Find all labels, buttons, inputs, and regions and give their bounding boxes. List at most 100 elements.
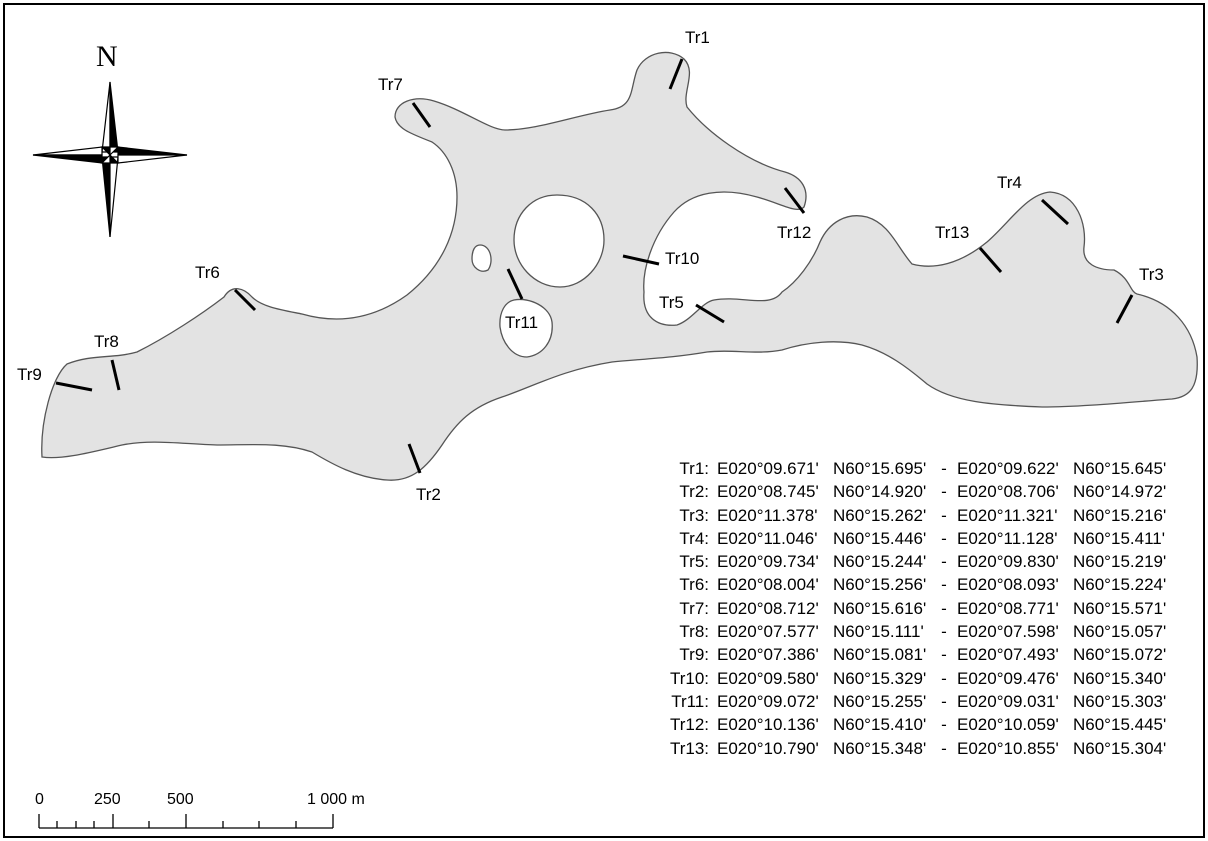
scale-label-250: 250 [94, 791, 121, 808]
coordinates-spacer [1065, 620, 1073, 643]
coordinates-cell-id: Tr7: [679, 598, 709, 618]
coordinates-cell-e2: E020°08.093' [957, 575, 1059, 595]
coordinates-cell-n2: N60°15.216' [1073, 505, 1167, 525]
scale-label-0: 0 [35, 791, 44, 808]
coordinates-spacer [709, 713, 717, 736]
scale-label-500: 500 [167, 791, 194, 808]
coordinates-cell-n1: N60°15.111' [833, 622, 924, 642]
coordinates-row: Tr9: E020°07.386' N60°15.081' - E020°07.493'… [661, 643, 1171, 666]
coordinates-spacer [825, 690, 833, 713]
coordinates-cell-sep: - [941, 668, 947, 688]
transect-line-tr12 [783, 187, 806, 214]
coordinates-spacer [709, 457, 717, 480]
coordinates-cell-n1: N60°15.446' [833, 528, 927, 548]
coordinates-row: Tr6: E020°08.004' N60°15.256' - E020°08.093'… [661, 573, 1171, 596]
coordinates-spacer [825, 527, 833, 550]
coordinates-spacer [1065, 550, 1073, 573]
coordinates-cell-n2: N60°15.571' [1073, 598, 1167, 618]
coordinates-spacer [825, 480, 833, 503]
coordinates-cell-id: Tr6: [679, 575, 709, 595]
coordinates-cell-id: Tr12: [669, 715, 709, 735]
coordinates-cell-n2: N60°15.072' [1073, 645, 1167, 665]
coordinates-row: Tr5: E020°09.734' N60°15.244' - E020°09.830'… [661, 550, 1171, 573]
coordinates-cell-n1: N60°15.616' [833, 598, 927, 618]
coordinates-spacer [709, 480, 717, 503]
coordinates-row: Tr1: E020°09.671' N60°15.695' - E020°09.622'… [661, 457, 1171, 480]
coordinates-cell-e2: E020°08.771' [957, 598, 1059, 618]
coordinates-spacer [709, 527, 717, 550]
coordinates-spacer [1065, 457, 1073, 480]
transect-label-tr8: Tr8 [94, 332, 119, 351]
coordinates-cell-n2: N60°14.972' [1073, 482, 1167, 502]
north-arrow-icon [32, 81, 188, 238]
coordinates-spacer [1065, 573, 1073, 596]
coordinates-cell-e1: E020°11.046' [717, 528, 818, 548]
coordinates-cell-e2: E020°08.706' [957, 482, 1059, 502]
coordinates-row: Tr2: E020°08.745' N60°14.920' - E020°08.706'… [661, 480, 1171, 503]
coordinates-row: Tr8: E020°07.577' N60°15.111' - E020°07.598'… [661, 620, 1171, 643]
coordinates-cell-e2: E020°11.128' [957, 528, 1058, 548]
transect-line-tr8 [110, 359, 121, 391]
coordinates-cell-n1: N60°15.244' [833, 552, 927, 572]
coordinates-spacer [709, 550, 717, 573]
coordinates-cell-id: Tr8: [679, 622, 709, 642]
coordinates-cell-e1: E020°11.378' [717, 505, 818, 525]
coordinates-cell-e2: E020°09.031' [957, 691, 1059, 711]
coordinates-spacer [1065, 667, 1073, 690]
coordinates-row: Tr10: E020°09.580' N60°15.329' - E020°09.476… [661, 667, 1171, 690]
coordinates-cell-n2: N60°15.224' [1073, 575, 1167, 595]
transect-line-tr10 [622, 254, 660, 266]
coordinates-cell-n1: N60°15.410' [833, 715, 927, 735]
coordinates-table: Tr1: E020°09.671' N60°15.695' - E020°09.622'… [661, 457, 1171, 760]
coordinates-cell-e1: E020°09.671' [717, 459, 819, 478]
coordinates-spacer [709, 690, 717, 713]
transect-lines [55, 58, 1134, 474]
transect-label-tr7: Tr7 [378, 75, 403, 94]
coordinates-cell-e2: E020°10.855' [957, 738, 1059, 758]
coordinates-cell-e2: E020°09.622' [957, 459, 1059, 478]
coordinates-spacer [709, 667, 717, 690]
coordinates-spacer [825, 504, 833, 527]
coordinates-cell-id: Tr3: [679, 505, 709, 525]
coordinates-cell-id: Tr11: [671, 691, 709, 711]
coordinates-spacer [1065, 504, 1073, 527]
coordinates-spacer [709, 737, 717, 760]
coordinates-cell-id: Tr5: [679, 552, 709, 572]
transect-line-tr13 [978, 247, 1003, 273]
coordinates-cell-id: Tr2: [679, 482, 709, 502]
coordinates-row: Tr3: E020°11.378' N60°15.262' - E020°11.321'… [661, 504, 1171, 527]
transect-line-tr6 [233, 288, 257, 312]
transect-label-tr13: Tr13 [935, 223, 969, 242]
coordinates-cell-e2: E020°07.598' [957, 622, 1059, 642]
coordinates-spacer [825, 713, 833, 736]
transect-label-tr2: Tr2 [416, 485, 441, 504]
coordinates-cell-id: Tr10: [669, 668, 709, 688]
coordinates-cell-e1: E020°09.734' [717, 552, 819, 572]
coordinates-spacer [825, 457, 833, 480]
coordinates-spacer [1065, 527, 1073, 550]
lake-map: Tr1 Tr2 Tr3 Tr4 Tr5 Tr6 Tr7 Tr8 Tr9 Tr10… [17, 28, 1198, 829]
transect-line-tr7 [411, 102, 432, 128]
coordinates-spacer [1065, 597, 1073, 620]
coordinates-cell-n2: N60°15.411' [1073, 528, 1165, 548]
transect-line-tr9 [55, 381, 93, 392]
coordinates-spacer [825, 667, 833, 690]
coordinates-cell-id: Tr4: [679, 528, 709, 548]
transect-line-tr2 [407, 443, 422, 474]
coordinates-cell-n1: N60°15.348' [833, 738, 927, 758]
coordinates-spacer [709, 597, 717, 620]
coordinates-spacer [825, 620, 833, 643]
coordinates-row: Tr12: E020°10.136' N60°15.410' - E020°10.059… [661, 713, 1171, 736]
transect-line-tr1 [668, 58, 684, 90]
coordinates-cell-n2: N60°15.057' [1073, 622, 1167, 642]
coordinates-cell-e1: E020°10.136' [717, 715, 819, 735]
coordinates-spacer [825, 643, 833, 666]
coordinates-spacer [709, 504, 717, 527]
transect-label-tr5: Tr5 [659, 293, 684, 312]
coordinates-cell-n1: N60°15.695' [833, 459, 927, 478]
coordinates-spacer [709, 620, 717, 643]
coordinates-cell-id: Tr13: [669, 738, 709, 758]
coordinates-row: Tr11: E020°09.072' N60°15.255' - E020°09.031… [661, 690, 1171, 713]
transect-label-tr3: Tr3 [1139, 265, 1164, 284]
coordinates-cell-e2: E020°09.830' [957, 552, 1059, 572]
